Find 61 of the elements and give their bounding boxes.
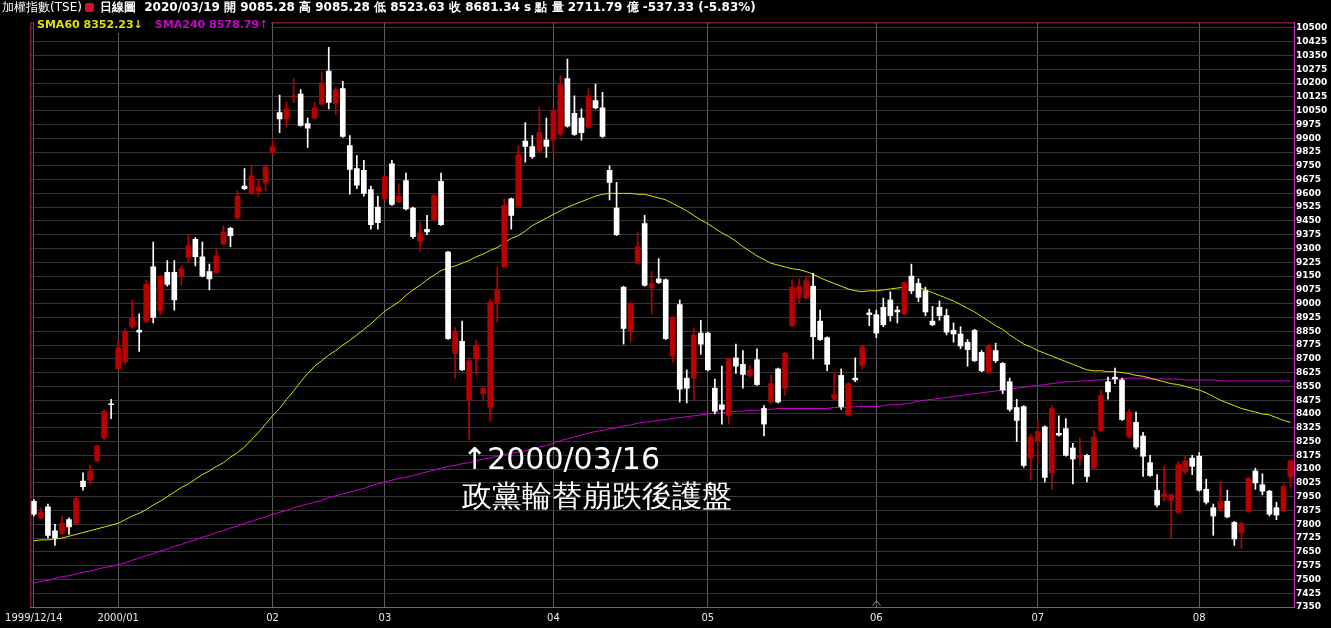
- x-tick-label: 2000/01: [97, 611, 139, 623]
- y-tick-label: 8550: [1296, 380, 1322, 391]
- y-tick-label: 10425: [1296, 36, 1328, 47]
- y-tick-label: 9300: [1296, 242, 1322, 253]
- chart-title: 加權指數(TSE): [2, 0, 82, 15]
- x-tick-label: 04: [547, 611, 560, 623]
- y-tick-label: 7800: [1296, 518, 1322, 529]
- y-tick-label: 8400: [1296, 408, 1322, 419]
- y-tick-label: 9900: [1296, 132, 1322, 143]
- y-tick-label: 9150: [1296, 270, 1322, 281]
- y-tick-label: 9675: [1296, 173, 1322, 184]
- y-tick-label: 9825: [1296, 146, 1322, 157]
- y-tick-label: 8325: [1296, 422, 1322, 433]
- y-tick-label: 8250: [1296, 435, 1322, 446]
- candlestick: [424, 215, 430, 236]
- y-tick-label: 7500: [1296, 573, 1322, 584]
- x-tick-label: 02: [266, 611, 279, 623]
- y-tick-label: 8775: [1296, 339, 1322, 350]
- x-tick-label: 05: [701, 611, 715, 623]
- y-tick-label: 9525: [1296, 201, 1322, 212]
- x-tick-label: 1999/12/14: [5, 611, 63, 623]
- y-tick-label: 7950: [1296, 491, 1322, 502]
- y-tick-label: 10500: [1296, 22, 1328, 33]
- y-tick-label: 8175: [1296, 449, 1322, 460]
- y-tick-label: 9000: [1296, 298, 1322, 309]
- y-tick-label: 9975: [1296, 118, 1322, 129]
- y-tick-label: 9075: [1296, 284, 1322, 295]
- x-tick-label: 07: [1031, 611, 1045, 623]
- y-tick-label: 7575: [1296, 559, 1322, 570]
- annotation: ↑2000/03/16: [462, 440, 662, 477]
- y-tick-label: 9375: [1296, 229, 1322, 240]
- y-tick-label: 8850: [1296, 325, 1322, 336]
- y-tick-label: 8025: [1296, 477, 1322, 488]
- y-tick-label: 10125: [1296, 91, 1328, 102]
- y-tick-label: 9225: [1296, 256, 1322, 267]
- y-tick-label: 8925: [1296, 311, 1322, 322]
- y-tick-label: 8475: [1296, 394, 1322, 405]
- y-tick-label: 8100: [1296, 463, 1322, 474]
- x-tick-label: 06: [869, 611, 883, 623]
- y-tick-label: 7425: [1296, 587, 1322, 598]
- y-tick-label: 8700: [1296, 353, 1322, 364]
- y-tick-label: 7350: [1296, 601, 1322, 612]
- chart-subtitle: 日線圖 2020/03/19 開 9085.28 高 9085.28 低 8523.63 收 8681.34 s 點 量 2711.79 億 -537.33 (-5.83%): [99, 0, 756, 15]
- candlestick: [304, 117, 311, 148]
- x-tick-label: 03: [378, 611, 392, 623]
- text: SMA240 8578.79↑: [154, 18, 269, 31]
- y-tick-label: 8625: [1296, 366, 1322, 377]
- annotation: 政黨輪替崩跌後護盤: [462, 477, 732, 514]
- y-tick-label: 9450: [1296, 215, 1322, 226]
- y-tick-label: 10275: [1296, 63, 1328, 74]
- x-tick-label: 08: [1192, 611, 1206, 623]
- y-tick-label: 10050: [1296, 104, 1328, 115]
- y-tick-label: 7725: [1296, 532, 1322, 543]
- y-tick-label: 10350: [1296, 49, 1328, 60]
- y-tick-label: 7650: [1296, 546, 1322, 557]
- y-tick-label: 9600: [1296, 187, 1322, 198]
- y-tick-label: 10200: [1296, 77, 1328, 88]
- y-tick-label: 9750: [1296, 160, 1322, 171]
- text: SMA60 8352.23↓: [37, 18, 143, 31]
- y-tick-label: 7875: [1296, 504, 1322, 515]
- candlestick: [831, 372, 838, 401]
